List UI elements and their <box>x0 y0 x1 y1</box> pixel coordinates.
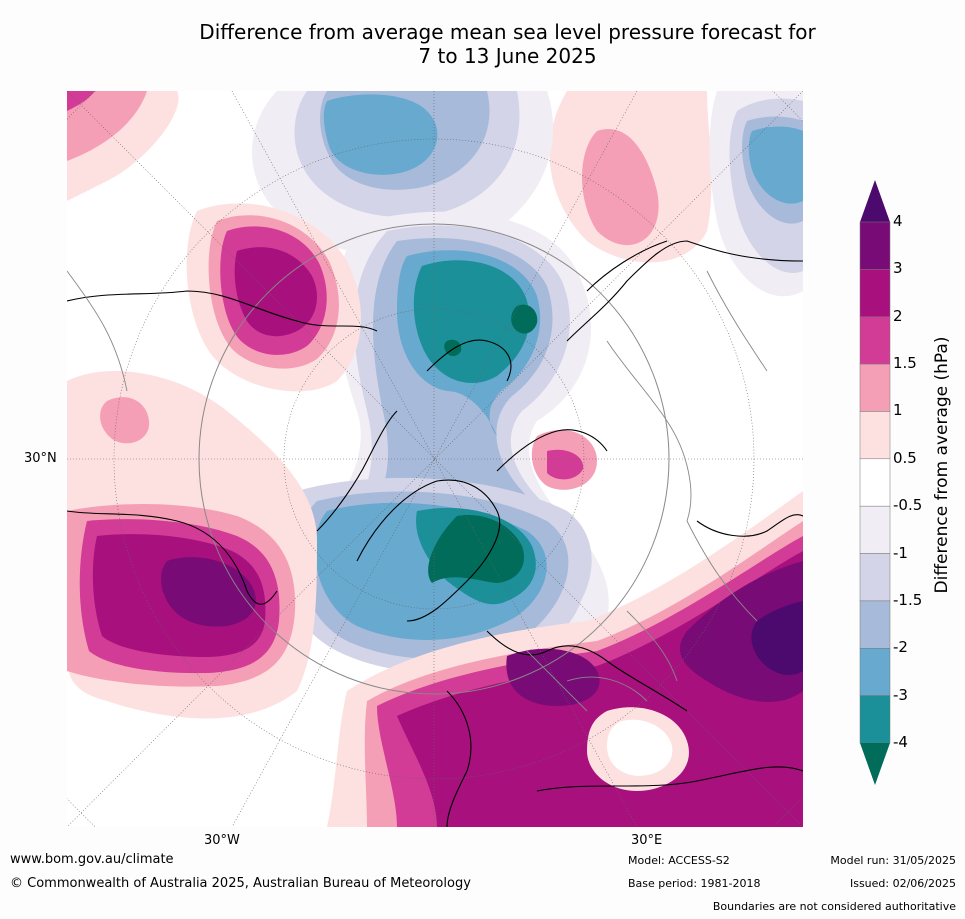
colorbar-label-wrap: Difference from average (hPa) <box>930 300 954 630</box>
chart-title: Difference from average mean sea level p… <box>0 20 965 68</box>
anomaly-lower-left-positive <box>67 371 317 719</box>
lon-label-30w: 30°W <box>204 833 240 848</box>
colorbar-box <box>859 363 891 412</box>
colorbar-box <box>859 316 891 365</box>
footer-disclaimer: Boundaries are not considered authoritat… <box>712 900 956 913</box>
colorbar-tick-label: 1.5 <box>893 354 917 373</box>
colorbar-tick-label: -2 <box>893 638 908 657</box>
colorbar-tick-label: -1 <box>893 543 908 562</box>
colorbar-tick-label: -3 <box>893 685 908 704</box>
lat-label-30n: 30°N <box>24 451 57 466</box>
colorbar <box>859 180 891 785</box>
colorbar-box <box>859 269 891 317</box>
colorbar-box <box>859 600 891 649</box>
anomaly-eurasia-positive <box>327 491 803 827</box>
colorbar-label: Difference from average (hPa) <box>932 336 952 594</box>
country-borders <box>67 270 768 712</box>
polar-circle <box>198 223 670 695</box>
anomaly-arctic-top-negative <box>252 91 554 255</box>
colorbar-tick-label: 2 <box>893 306 903 325</box>
footer-issued: Issued: 02/06/2025 <box>849 877 956 890</box>
colorbar-box <box>859 505 891 554</box>
footer-model: Model: ACCESS-S2 <box>628 854 730 867</box>
colorbar-tick-label: -1.5 <box>893 590 923 609</box>
anomaly-atlantic-negative <box>276 477 592 673</box>
colorbar-extend-top <box>860 180 890 222</box>
colorbar-box <box>859 221 891 270</box>
anomaly-alaska-positive <box>186 203 361 392</box>
footer-copyright: © Commonwealth of Australia 2025, Austra… <box>10 876 471 891</box>
coastlines <box>67 240 803 827</box>
title-line-1: Difference from average mean sea level p… <box>199 20 816 44</box>
colorbar-box <box>859 553 891 602</box>
colorbar-extend-bottom <box>860 743 890 785</box>
anomaly-top-right-negative <box>709 91 803 297</box>
colorbar-tick-label: -4 <box>893 733 908 751</box>
colorbar-box <box>859 695 891 744</box>
colorbar-box <box>859 648 891 696</box>
colorbar-tick-label: 0.5 <box>893 448 917 467</box>
title-line-2: 7 to 13 June 2025 <box>418 44 597 68</box>
colorbar-tick-label: -0.5 <box>893 496 923 515</box>
pressure-anomaly-map <box>67 91 803 827</box>
anomaly-spot-pink <box>100 397 150 444</box>
anomaly-top-right-positive <box>549 91 712 263</box>
footer-model-run: Model run: 31/05/2025 <box>830 854 956 867</box>
footer-url: www.bom.gov.au/climate <box>10 852 174 867</box>
lon-label-30e: 30°E <box>631 833 663 848</box>
colorbar-box <box>859 411 891 460</box>
colorbar-box <box>859 458 891 507</box>
graticule <box>67 91 803 827</box>
colorbar-tick-label: 4 <box>893 212 903 230</box>
footer-base-period: Base period: 1981-2018 <box>628 877 761 890</box>
colorbar-tick-label: 3 <box>893 259 903 278</box>
colorbar-tick-label: 1 <box>893 401 903 420</box>
